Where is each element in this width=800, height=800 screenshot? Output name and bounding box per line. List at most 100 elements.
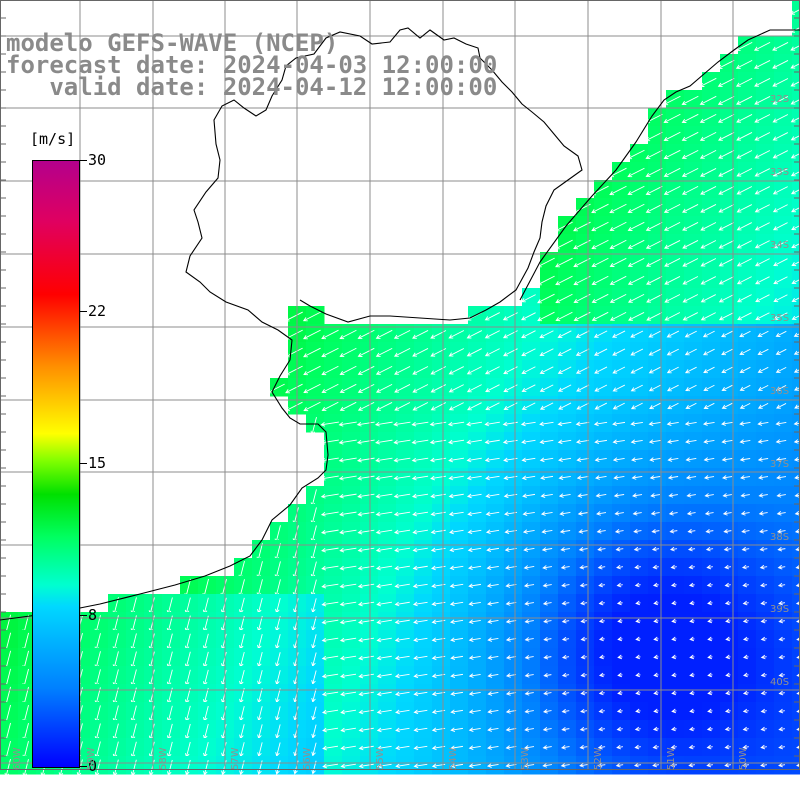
wind-arrow	[685, 384, 697, 392]
wind-arrow	[707, 654, 713, 660]
wind-arrow	[609, 293, 627, 303]
wind-arrow	[653, 654, 659, 660]
wind-arrow	[684, 421, 697, 426]
wind-arrow	[467, 565, 482, 571]
wind-arrow	[524, 673, 534, 678]
wind-arrow	[645, 149, 663, 160]
wind-arrow	[543, 690, 552, 696]
lat-label: 34S	[770, 240, 790, 251]
wind-arrow	[591, 275, 609, 285]
wind-arrow	[321, 365, 339, 376]
wind-arrow	[790, 99, 800, 105]
wind-arrow	[524, 709, 534, 714]
wind-arrow	[791, 297, 800, 302]
wind-arrow	[394, 673, 410, 679]
wind-arrow	[580, 618, 587, 624]
wind-arrow	[663, 95, 681, 106]
wind-arrow	[705, 546, 714, 552]
wind-arrow	[773, 312, 788, 321]
wind-arrow	[614, 511, 624, 516]
wind-arrow	[375, 329, 393, 339]
wind-arrow	[466, 330, 483, 339]
wind-arrow	[357, 383, 375, 393]
wind-arrow	[523, 583, 535, 588]
wind-arrow	[617, 636, 623, 642]
wind-arrow	[356, 457, 375, 463]
wind-arrow	[303, 347, 321, 358]
wind-arrow	[429, 439, 447, 445]
wind-arrow	[742, 600, 749, 606]
wind-arrow	[320, 493, 339, 499]
wind-arrow	[467, 529, 482, 535]
wind-arrow	[411, 493, 429, 499]
wind-arrow	[648, 330, 662, 338]
wind-arrow	[682, 276, 699, 285]
wind-arrow	[650, 493, 660, 498]
wind-arrow	[357, 493, 375, 499]
wind-arrow	[413, 745, 428, 751]
field-cell	[792, 342, 800, 361]
lon-label: 57W	[230, 747, 241, 770]
wind-arrow	[450, 637, 464, 643]
wind-arrow	[757, 403, 769, 409]
wind-arrow	[303, 401, 321, 412]
wind-arrow	[635, 672, 641, 678]
wind-arrow	[468, 637, 481, 642]
lon-label: 56W	[302, 747, 313, 770]
wind-arrow	[718, 222, 735, 231]
wind-arrow	[412, 366, 429, 375]
wind-arrow	[580, 690, 587, 696]
wind-arrow	[717, 113, 735, 123]
wind-arrow	[753, 41, 771, 51]
wind-arrow	[777, 582, 786, 588]
wind-arrow	[395, 763, 410, 769]
wind-arrow	[579, 582, 588, 588]
wind-arrow	[484, 348, 500, 357]
wind-arrow	[555, 275, 573, 286]
wind-arrow	[645, 185, 663, 195]
wind-arrow	[321, 347, 339, 358]
wind-arrow	[447, 421, 465, 427]
field-cell	[792, 306, 800, 325]
wind-arrow	[627, 275, 645, 285]
wind-arrow	[645, 257, 663, 267]
wind-arrow	[539, 421, 554, 427]
wind-arrow	[521, 402, 536, 410]
wind-arrow	[580, 672, 587, 678]
wind-arrow	[557, 421, 572, 427]
wind-arrow	[755, 294, 770, 303]
wind-arrow	[755, 312, 770, 321]
wind-arrow	[612, 330, 626, 338]
wind-arrow	[524, 637, 534, 642]
wind-arrow	[412, 583, 428, 589]
wind-arrow	[757, 366, 769, 373]
wind-arrow	[628, 312, 645, 321]
wind-arrow	[594, 384, 608, 392]
wind-arrow	[760, 690, 767, 696]
wind-arrow	[702, 330, 715, 338]
wind-arrow	[725, 636, 731, 642]
wind-arrow	[663, 221, 681, 231]
wind-arrow	[790, 117, 800, 123]
wind-arrow	[580, 600, 588, 606]
wind-arrow	[703, 384, 715, 392]
wind-arrow	[340, 727, 356, 733]
colorbar-tick-15	[79, 463, 87, 464]
wind-arrow	[487, 709, 499, 714]
wind-arrow	[485, 384, 500, 393]
wind-arrow	[339, 347, 357, 358]
wind-arrow	[736, 294, 752, 303]
wind-arrow	[684, 330, 697, 338]
wind-arrow	[448, 457, 465, 463]
wind-arrow	[393, 529, 411, 535]
wind-arrow	[450, 745, 464, 751]
wind-arrow	[575, 366, 590, 374]
wind-arrow	[487, 619, 499, 624]
wind-arrow	[664, 312, 681, 321]
wind-arrow	[635, 708, 641, 714]
wind-arrow	[429, 457, 447, 463]
field-cell	[792, 396, 800, 415]
wind-arrow	[321, 673, 339, 679]
lat-label: 37S	[770, 459, 790, 470]
wind-arrow	[561, 745, 570, 750]
